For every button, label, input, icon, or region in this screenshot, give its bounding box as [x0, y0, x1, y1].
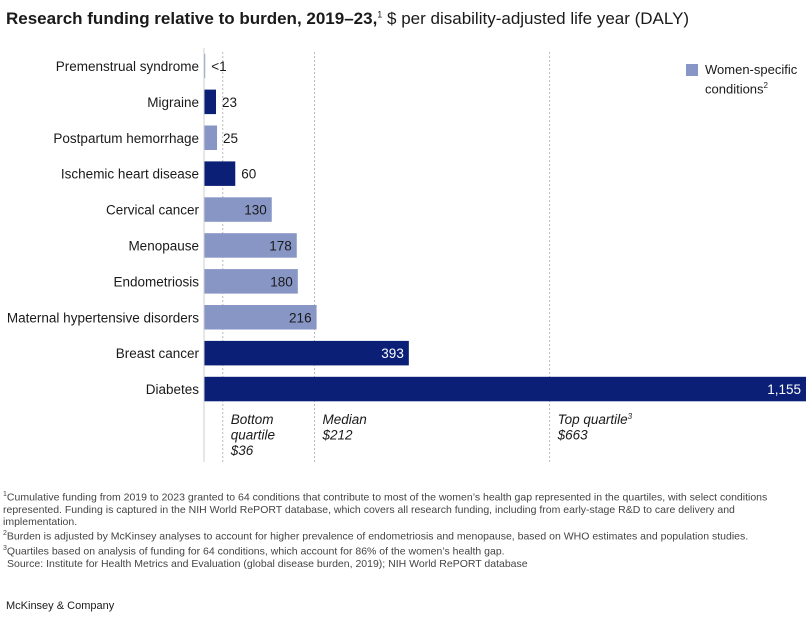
bar-migraine	[204, 89, 216, 115]
value-label-cervical-cancer: 130	[244, 203, 267, 218]
source-note: Source: Institute for Health Metrics and…	[7, 557, 528, 570]
category-label-ischemic-heart-disease: Ischemic heart disease	[61, 167, 199, 182]
footnote-3: 3Quartiles based on analysis of funding …	[3, 544, 505, 558]
category-label-migraine: Migraine	[147, 95, 199, 110]
chart-title: Research funding relative to burden, 201…	[6, 9, 689, 29]
reference-label-bottom-quartile-2: quartile	[231, 428, 275, 443]
reference-value-bottom-quartile: $36	[230, 443, 254, 458]
value-label-premenstrual-syndrome: <1	[211, 59, 226, 74]
bar-cervical-cancer	[204, 197, 272, 222]
title-footnote-marker: 1	[377, 9, 383, 20]
category-label-diabetes: Diabetes	[146, 382, 200, 397]
footnote-2: 2Burden is adjusted by McKinsey analyses…	[3, 530, 749, 543]
category-label-breast-cancer: Breast cancer	[116, 346, 200, 361]
category-label-cervical-cancer: Cervical cancer	[106, 203, 200, 218]
footnotes: 1Cumulative funding from 2019 to 2023 gr…	[3, 489, 803, 570]
bar-breast-cancer	[204, 340, 409, 366]
reference-value-top-quartile: $663	[557, 428, 589, 443]
reference-value-median: $212	[321, 428, 353, 443]
chart-title-bold: Research funding relative to burden, 201…	[6, 9, 378, 28]
bar-endometriosis	[204, 269, 298, 294]
value-label-ischemic-heart-disease: 60	[241, 167, 256, 182]
value-label-postpartum-hemorrhage: 25	[223, 131, 238, 146]
reference-label-median: Median	[322, 412, 366, 427]
bar-maternal-hypertensive-disorders	[204, 305, 317, 330]
bar-premenstrual-syndrome	[204, 53, 206, 79]
value-label-maternal-hypertensive-disorders: 216	[289, 310, 312, 325]
reference-label-bottom-quartile-1: Bottom	[231, 412, 274, 427]
value-label-endometriosis: 180	[270, 274, 293, 289]
value-label-diabetes: 1,155	[767, 382, 801, 397]
chart-title-units: $ per disability-adjusted life year (DAL…	[382, 9, 690, 28]
category-label-postpartum-hemorrhage: Postpartum hemorrhage	[53, 131, 199, 146]
bar-chart: Premenstrual syndrome <1 Migraine 23 Postpar…	[7, 48, 806, 462]
category-label-premenstrual-syndrome: Premenstrual syndrome	[56, 59, 199, 74]
value-label-breast-cancer: 393	[381, 346, 404, 361]
bar-postpartum-hemorrhage	[204, 125, 218, 150]
value-label-menopause: 178	[269, 238, 292, 253]
bar-diabetes	[204, 376, 806, 402]
category-label-menopause: Menopause	[128, 238, 199, 253]
category-label-maternal-hypertensive-disorders: Maternal hypertensive disorders	[7, 310, 199, 325]
legend-label-women-specific: Women-specific conditions2	[705, 62, 798, 97]
footnote-1: 1Cumulative funding from 2019 to 2023 gr…	[3, 491, 768, 528]
category-label-endometriosis: Endometriosis	[113, 274, 199, 289]
legend-swatch-women-specific	[686, 64, 698, 76]
bar-ischemic-heart-disease	[204, 161, 236, 186]
value-label-migraine: 23	[222, 95, 237, 110]
brand-logo-text: McKinsey & Company	[6, 600, 115, 612]
bar-menopause	[204, 233, 297, 258]
reference-label-top-quartile: Top quartile3	[558, 412, 633, 427]
